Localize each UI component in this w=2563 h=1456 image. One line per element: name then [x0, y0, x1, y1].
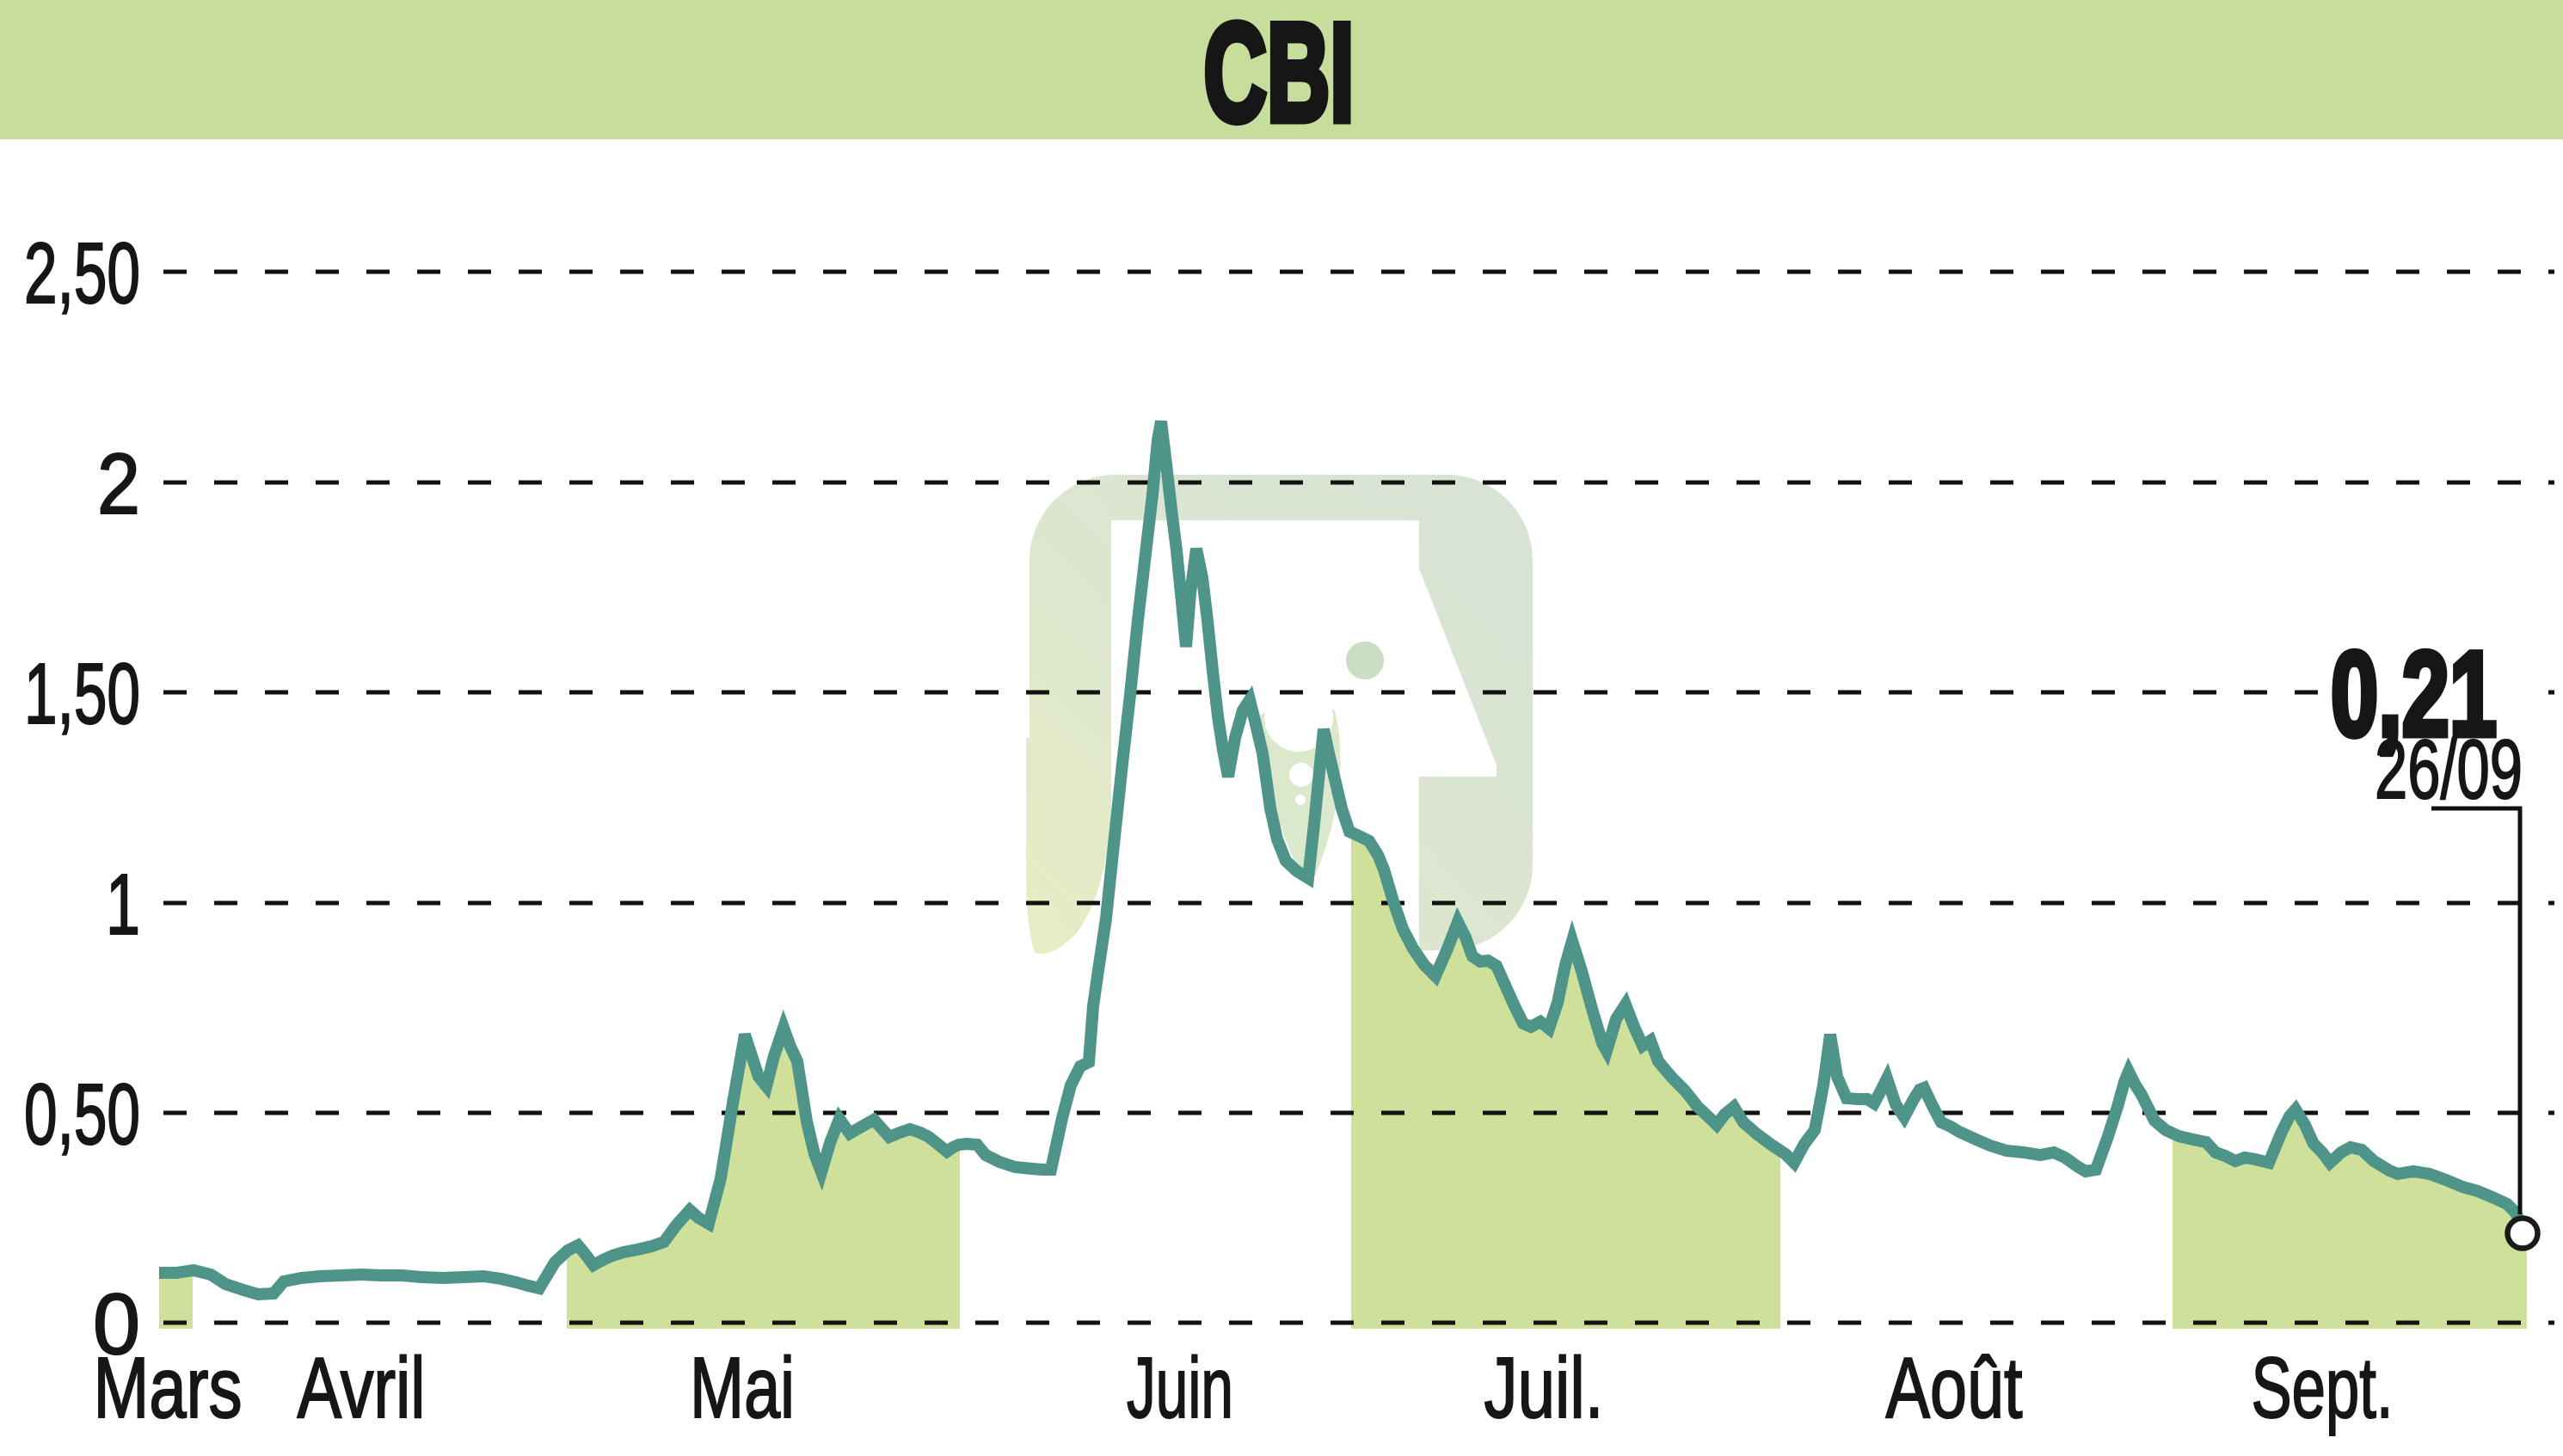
svg-text:1: 1 — [106, 857, 140, 953]
svg-text:0,50: 0,50 — [24, 1066, 140, 1163]
svg-text:Juil.: Juil. — [1484, 1340, 1604, 1436]
svg-text:0,21: 0,21 — [2331, 626, 2497, 761]
svg-text:CBI: CBI — [1204, 0, 1355, 151]
svg-text:2,50: 2,50 — [24, 225, 140, 322]
svg-text:26/09: 26/09 — [2375, 722, 2523, 816]
svg-text:Mai: Mai — [690, 1340, 795, 1436]
svg-text:Juin: Juin — [1127, 1340, 1233, 1436]
svg-text:Mars: Mars — [94, 1340, 243, 1436]
svg-text:1,50: 1,50 — [24, 646, 140, 742]
svg-text:Août: Août — [1886, 1340, 2023, 1436]
svg-text:Avril: Avril — [298, 1340, 426, 1436]
svg-text:Sept.: Sept. — [2252, 1340, 2394, 1436]
svg-text:0: 0 — [93, 1276, 140, 1373]
svg-text:2: 2 — [97, 436, 140, 532]
